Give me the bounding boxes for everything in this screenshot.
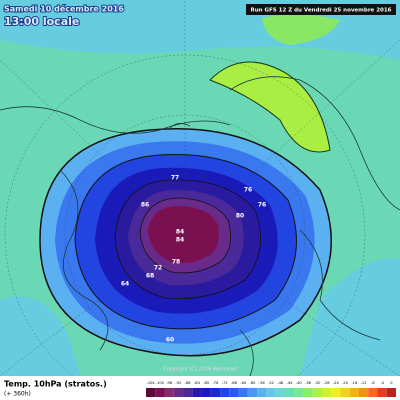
scale-label: -32 <box>314 381 320 385</box>
run-info: Run GFS 12 Z du Vendredi 25 novembre 201… <box>251 8 392 14</box>
scale-swatch <box>238 388 248 397</box>
scale-label: -92 <box>175 381 181 385</box>
scale-label: -80 <box>203 381 210 385</box>
scale-label: 0 <box>390 381 393 385</box>
scale-label: -16 <box>351 381 358 385</box>
scale-label: -76 <box>213 381 220 385</box>
scale-swatch <box>247 388 258 397</box>
scale-swatch <box>331 388 341 397</box>
scale-label: -60 <box>250 381 257 385</box>
scale-swatch <box>257 388 267 397</box>
scale-label: -96 <box>166 381 173 385</box>
contour-label: 72 <box>154 265 162 272</box>
scale-swatch <box>284 388 295 397</box>
scale-swatch <box>173 388 184 397</box>
scale-swatch <box>312 388 322 397</box>
contour-label: 76 <box>258 202 266 209</box>
scale-swatch <box>340 388 350 397</box>
scale-label: -40 <box>296 381 303 385</box>
scale-label: -44 <box>287 381 294 385</box>
contour-label: 80 <box>236 213 244 220</box>
scale-swatch <box>368 388 378 397</box>
scale-label: -28 <box>324 381 331 385</box>
valid-time: 13:00 locale <box>4 15 79 28</box>
field-name: Temp. 10hPa (stratos.) <box>4 380 107 389</box>
field-band <box>300 258 400 376</box>
scale-swatch <box>192 388 202 397</box>
field-band <box>0 296 80 376</box>
scale-swatch <box>386 388 396 397</box>
contour-label: 76 <box>244 187 252 194</box>
contour-label: 68 <box>146 273 154 280</box>
scale-swatch <box>377 388 387 397</box>
copyright: Copyright (C) 2016 Meteociel <box>163 367 236 373</box>
scale-label: -84 <box>194 381 201 385</box>
scale-swatch <box>349 388 359 397</box>
scale-label: -68 <box>231 381 238 385</box>
scale-label: -8 <box>371 381 375 385</box>
scale-label: -64 <box>240 381 247 385</box>
scale-swatch <box>220 388 230 397</box>
scale-label: -72 <box>222 381 228 385</box>
contour-label: 86 <box>141 202 149 209</box>
scale-swatch <box>210 388 221 397</box>
contour-label: 84 <box>176 229 184 236</box>
contour-label: 78 <box>172 259 180 266</box>
scale-label: -104 <box>147 381 156 385</box>
scale-label: -52 <box>268 381 274 385</box>
scale-swatch <box>275 388 285 397</box>
scale-swatch <box>358 388 369 397</box>
scale-swatch <box>303 388 313 397</box>
scale-swatch <box>183 388 193 397</box>
scale-label: -36 <box>305 381 312 385</box>
scale-label: -56 <box>259 381 266 385</box>
contour-label: 64 <box>121 281 129 288</box>
color-scale: -104 -100 -96 -92 -88 -84 -80 -76 -72 -68 -64 -60 -5… <box>146 381 396 397</box>
contour-label: 84 <box>176 237 184 244</box>
run-box <box>246 4 396 15</box>
scale-swatch <box>321 388 332 397</box>
scale-label: -24 <box>333 381 340 385</box>
warm-area <box>262 14 340 45</box>
scale-swatch <box>164 388 174 397</box>
scale-label: -88 <box>185 381 192 385</box>
valid-date: Samedi 10 décembre 2016 <box>4 4 124 14</box>
contour-label: 77 <box>171 175 179 182</box>
coastlines <box>0 76 400 377</box>
scale-label: -48 <box>277 381 284 385</box>
scale-swatch <box>229 388 239 397</box>
scale-swatch <box>155 388 165 397</box>
polar-vortex <box>39 128 332 357</box>
scale-swatch <box>146 388 156 397</box>
scale-swatch <box>201 388 211 397</box>
lead-time: (+ 360h) <box>4 391 31 398</box>
scale-label: -4 <box>380 381 384 385</box>
scale-label: -12 <box>361 381 367 385</box>
scale-swatch <box>294 388 304 397</box>
scale-swatch <box>266 388 276 397</box>
scale-label: -20 <box>342 381 349 385</box>
contour-label: 60 <box>166 337 174 344</box>
scale-label: -100 <box>156 381 165 385</box>
